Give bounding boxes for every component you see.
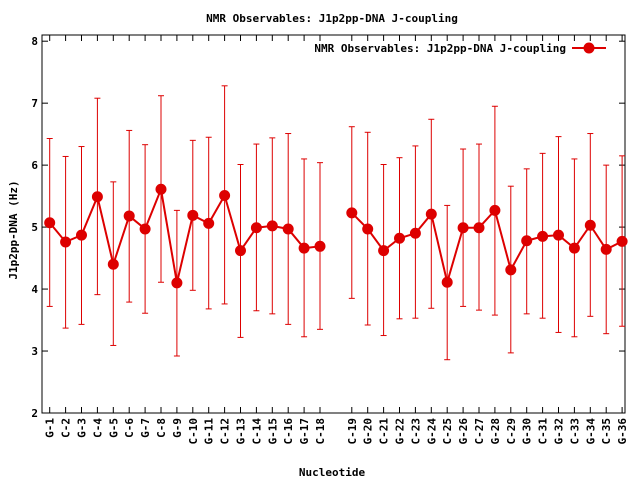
data-point <box>76 229 87 241</box>
x-tick-label: C-10 <box>187 418 200 445</box>
data-point <box>282 223 294 235</box>
data-point <box>171 277 183 289</box>
y-tick-label: 3 <box>31 345 38 358</box>
x-tick-label: G-34 <box>584 418 597 445</box>
x-tick-label: C-12 <box>219 418 232 445</box>
x-tick-label: C-35 <box>600 418 613 445</box>
data-point <box>425 208 437 220</box>
y-tick-label: 6 <box>31 159 38 172</box>
data-point <box>314 240 326 252</box>
x-tick-label: C-23 <box>409 418 422 445</box>
x-tick-label: G-26 <box>457 418 470 445</box>
data-point <box>457 222 469 234</box>
data-point <box>505 264 517 276</box>
x-tick-label: G-17 <box>298 418 311 445</box>
data-point <box>394 232 405 244</box>
series-line <box>48 185 321 284</box>
x-tick-label: G-9 <box>171 418 184 438</box>
data-point <box>298 242 310 254</box>
x-tick-label: G-13 <box>235 418 248 445</box>
data-point <box>346 207 358 219</box>
data-point <box>473 222 485 234</box>
data-point <box>123 210 135 222</box>
error-bars <box>46 85 626 361</box>
data-point <box>44 217 56 229</box>
y-tick-label: 8 <box>31 35 38 48</box>
x-tick-label: G-24 <box>425 418 438 445</box>
x-tick-label: C-6 <box>123 418 136 438</box>
data-point <box>537 230 549 242</box>
x-tick-label: G-11 <box>203 418 216 445</box>
data-point <box>266 220 278 232</box>
data-point <box>91 191 103 203</box>
data-point <box>203 217 215 229</box>
x-tick-label: C-4 <box>91 418 104 438</box>
x-tick-label: G-22 <box>394 418 407 445</box>
data-point <box>187 209 199 221</box>
x-tick-label: C-16 <box>282 418 295 445</box>
data-point <box>139 223 151 235</box>
data-point <box>378 245 390 257</box>
x-tick-label: G-7 <box>139 418 152 438</box>
data-point <box>60 236 72 248</box>
x-tick-label: C-19 <box>346 418 359 445</box>
x-tick-label: G-36 <box>616 418 629 445</box>
x-axis: G-1 C-2 G-3 C-4 G-5 C-6 G-7 C-8 G-9 C-10 G-11 C-12 G… <box>44 35 629 445</box>
data-point <box>362 223 374 235</box>
x-tick-label: C-27 <box>473 418 486 445</box>
y-tick-label: 4 <box>31 283 38 296</box>
x-tick-label: C-8 <box>155 418 168 438</box>
x-tick-label: C-14 <box>250 418 263 445</box>
plot-frame <box>41 34 626 414</box>
y-tick-label: 7 <box>31 97 38 110</box>
legend: NMR Observables: J1p2pp-DNA J-coupling <box>314 42 606 55</box>
data-point <box>489 204 501 216</box>
x-axis-label: Nucleotide <box>299 466 366 479</box>
x-tick-label: G-32 <box>553 418 566 445</box>
data-point <box>584 219 596 231</box>
data-point <box>616 235 628 247</box>
legend-marker <box>583 42 595 54</box>
data-point <box>553 229 564 241</box>
data-point <box>521 235 533 247</box>
data-points <box>44 183 628 289</box>
x-tick-label: G-28 <box>489 418 502 445</box>
x-tick-label: C-33 <box>568 418 581 445</box>
x-tick-label: G-30 <box>521 418 534 445</box>
data-point <box>250 222 262 234</box>
chart-title: NMR Observables: J1p2pp-DNA J-coupling <box>206 12 458 25</box>
data-point <box>219 189 231 201</box>
x-tick-label: C-25 <box>441 418 454 445</box>
x-tick-label: G-15 <box>266 418 279 445</box>
data-point <box>600 243 612 255</box>
x-tick-label: G-1 <box>44 418 57 438</box>
data-point <box>409 227 421 239</box>
x-tick-label: G-3 <box>76 418 89 438</box>
x-tick-label: C-21 <box>378 418 391 445</box>
series-lines <box>48 185 623 287</box>
x-tick-label: G-5 <box>107 418 120 438</box>
series-line <box>351 208 623 287</box>
y-tick-label: 2 <box>31 407 38 420</box>
x-tick-label: C-29 <box>505 418 518 445</box>
x-tick-label: G-20 <box>362 418 375 445</box>
plot-border <box>41 34 626 414</box>
y-axis: 2 3 4 5 6 7 8 <box>31 35 625 420</box>
data-point <box>441 276 453 288</box>
y-tick-label: 5 <box>31 221 38 234</box>
x-tick-label: C-18 <box>314 418 327 445</box>
y-axis-label: J1p2pp-DNA (Hz) <box>7 180 20 279</box>
data-point <box>235 245 246 257</box>
data-point <box>155 183 167 195</box>
legend-label: NMR Observables: J1p2pp-DNA J-coupling <box>314 42 566 55</box>
x-tick-label: C-2 <box>60 418 73 438</box>
x-tick-label: C-31 <box>537 418 550 445</box>
data-point <box>568 242 580 254</box>
data-point <box>107 258 119 270</box>
